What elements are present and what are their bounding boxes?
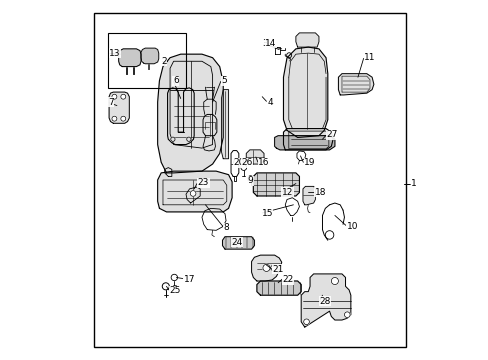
Circle shape (270, 265, 276, 271)
Text: 4: 4 (267, 98, 273, 107)
Text: 7: 7 (108, 98, 114, 107)
Text: 18: 18 (314, 188, 325, 197)
Polygon shape (185, 187, 200, 203)
Circle shape (344, 312, 349, 318)
Circle shape (112, 116, 117, 121)
Text: 26: 26 (241, 158, 252, 167)
Polygon shape (221, 90, 228, 159)
Text: 3: 3 (262, 39, 267, 48)
Polygon shape (157, 54, 223, 173)
Polygon shape (338, 74, 373, 95)
Text: 5: 5 (221, 76, 227, 85)
Circle shape (303, 319, 309, 325)
Polygon shape (283, 47, 327, 138)
Polygon shape (164, 168, 171, 176)
Text: 2: 2 (161, 57, 166, 66)
Circle shape (121, 116, 125, 121)
Circle shape (331, 278, 338, 284)
Text: 21: 21 (272, 265, 283, 274)
Polygon shape (203, 114, 216, 136)
Text: 27: 27 (326, 130, 337, 139)
Bar (108, 33, 185, 88)
Text: 8: 8 (223, 223, 228, 232)
Circle shape (263, 264, 269, 271)
Text: 23: 23 (197, 178, 209, 187)
Circle shape (186, 137, 191, 141)
Text: 17: 17 (183, 275, 195, 284)
Circle shape (190, 191, 196, 196)
Polygon shape (283, 129, 332, 150)
Polygon shape (303, 186, 315, 205)
Text: 1: 1 (410, 179, 416, 188)
Text: 12: 12 (281, 188, 292, 197)
Text: 24: 24 (230, 238, 242, 247)
Polygon shape (167, 88, 194, 145)
Text: 14: 14 (264, 39, 276, 48)
Circle shape (170, 137, 175, 141)
Polygon shape (295, 33, 318, 47)
Text: 28: 28 (319, 297, 330, 306)
Circle shape (112, 94, 117, 99)
Text: 22: 22 (282, 275, 293, 284)
Text: 25: 25 (169, 286, 181, 295)
Polygon shape (256, 281, 301, 295)
Text: 20: 20 (233, 158, 244, 167)
Polygon shape (251, 255, 281, 281)
Text: 16: 16 (258, 158, 269, 167)
Circle shape (121, 94, 125, 99)
Text: 9: 9 (247, 176, 253, 185)
Polygon shape (274, 136, 334, 150)
Bar (94, 13, 405, 347)
Text: 6: 6 (173, 76, 178, 85)
Polygon shape (141, 48, 159, 64)
Text: 10: 10 (346, 221, 357, 230)
Polygon shape (253, 173, 299, 196)
Polygon shape (222, 237, 254, 249)
Polygon shape (119, 49, 141, 67)
Polygon shape (157, 171, 232, 212)
Text: 11: 11 (364, 53, 375, 62)
Polygon shape (246, 150, 264, 164)
Polygon shape (301, 274, 350, 327)
Text: 13: 13 (109, 49, 121, 58)
Text: 19: 19 (304, 158, 315, 167)
Polygon shape (109, 92, 129, 123)
Text: 15: 15 (261, 209, 272, 218)
